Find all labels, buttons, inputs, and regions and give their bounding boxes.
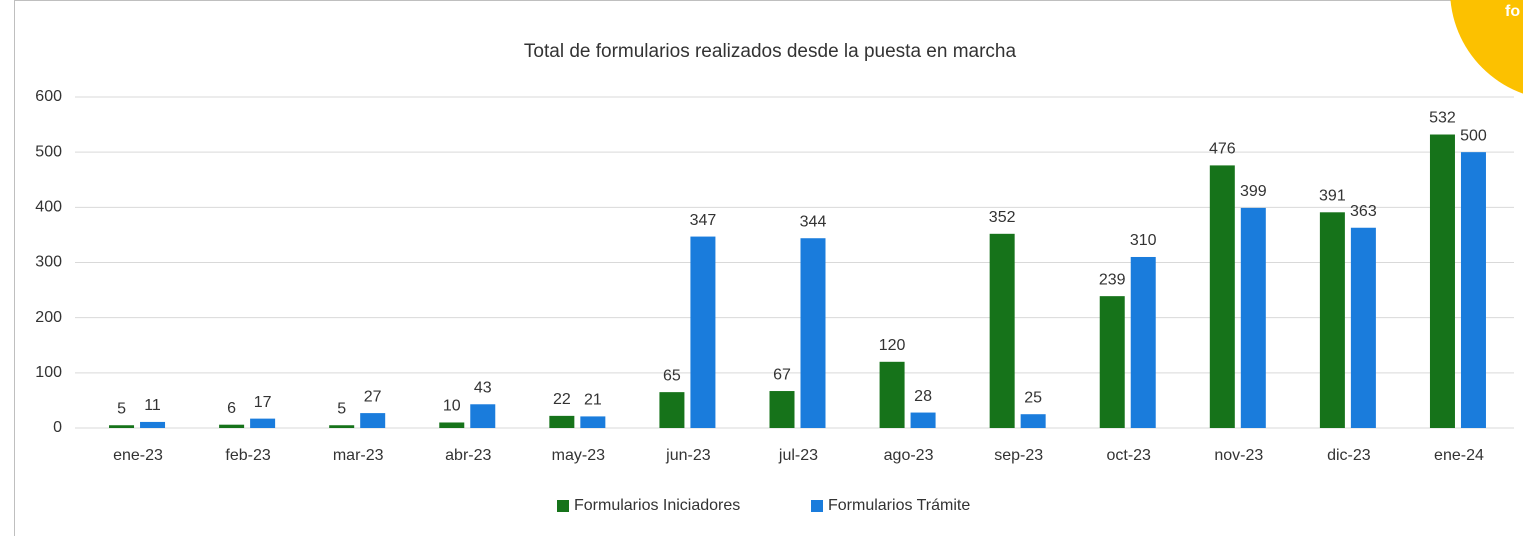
value-label: 310	[1130, 232, 1157, 249]
bar	[329, 425, 355, 428]
x-tick-label: dic-23	[1327, 447, 1371, 464]
legend-swatch	[811, 500, 823, 512]
value-label: 5	[337, 400, 346, 417]
bar	[1209, 165, 1235, 428]
bar	[879, 361, 905, 428]
x-tick-label: jun-23	[665, 447, 711, 464]
y-tick-label: 100	[35, 364, 62, 381]
bar	[659, 392, 685, 428]
bar	[109, 425, 135, 428]
value-label: 363	[1350, 203, 1377, 220]
chart-frame	[14, 0, 1523, 536]
x-tick-label: may-23	[552, 447, 605, 464]
chart-title: Total de formularios realizados desde la…	[524, 41, 1017, 62]
bar	[439, 422, 465, 428]
x-tick-label: jul-23	[778, 447, 818, 464]
bar	[989, 233, 1015, 428]
y-tick-label: 0	[53, 419, 62, 436]
bar	[1240, 207, 1266, 428]
x-tick-label: oct-23	[1106, 447, 1151, 464]
value-label: 239	[1099, 271, 1126, 288]
bar	[140, 421, 166, 428]
bar	[1319, 212, 1345, 428]
value-label: 67	[773, 366, 791, 383]
legend-label: Formularios Trámite	[828, 497, 970, 514]
bar	[219, 424, 245, 428]
x-tick-label: mar-23	[333, 447, 384, 464]
x-tick-label: ago-23	[884, 447, 934, 464]
y-tick-label: 300	[35, 254, 62, 271]
value-label: 476	[1209, 141, 1236, 158]
x-tick-label: abr-23	[445, 447, 491, 464]
value-label: 344	[800, 213, 827, 230]
bar	[580, 416, 606, 428]
x-tick-label: ene-24	[1434, 447, 1484, 464]
bar	[800, 238, 826, 428]
value-label: 65	[663, 367, 681, 384]
value-label: 27	[364, 388, 382, 405]
bar	[769, 391, 795, 428]
value-label: 43	[474, 379, 492, 396]
value-label: 6	[227, 400, 236, 417]
y-tick-label: 500	[35, 143, 62, 160]
y-tick-label: 200	[35, 309, 62, 326]
value-label: 5	[117, 400, 126, 417]
bar	[1020, 414, 1046, 428]
bar	[549, 415, 575, 428]
bar	[910, 412, 936, 428]
bar	[470, 404, 496, 428]
value-label: 10	[443, 398, 461, 415]
bar	[250, 418, 276, 428]
value-label: 22	[553, 391, 571, 408]
bar	[1460, 152, 1486, 428]
value-label: 500	[1460, 127, 1487, 144]
bar	[1099, 296, 1125, 428]
value-label: 399	[1240, 183, 1267, 200]
y-tick-label: 600	[35, 88, 62, 105]
y-tick-label: 400	[35, 199, 62, 216]
x-tick-label: sep-23	[994, 447, 1043, 464]
value-label: 17	[254, 394, 272, 411]
value-label: 352	[989, 209, 1016, 226]
legend-swatch	[557, 500, 569, 512]
bar	[1429, 134, 1455, 428]
value-label: 21	[584, 392, 602, 409]
value-label: 120	[879, 337, 906, 354]
badge-text: fo	[1505, 3, 1520, 20]
bar	[1350, 227, 1376, 428]
value-label: 28	[914, 388, 932, 405]
bar	[1130, 256, 1156, 428]
value-label: 11	[144, 397, 161, 414]
corner-badge	[1450, 0, 1523, 94]
bar	[360, 413, 386, 428]
value-label: 25	[1024, 389, 1042, 406]
x-tick-label: nov-23	[1214, 447, 1263, 464]
value-label: 532	[1429, 110, 1456, 127]
value-label: 347	[690, 212, 717, 229]
legend-label: Formularios Iniciadores	[574, 497, 740, 514]
x-tick-label: ene-23	[113, 447, 163, 464]
bar	[690, 236, 716, 428]
value-label: 391	[1319, 188, 1346, 205]
x-tick-label: feb-23	[225, 447, 270, 464]
